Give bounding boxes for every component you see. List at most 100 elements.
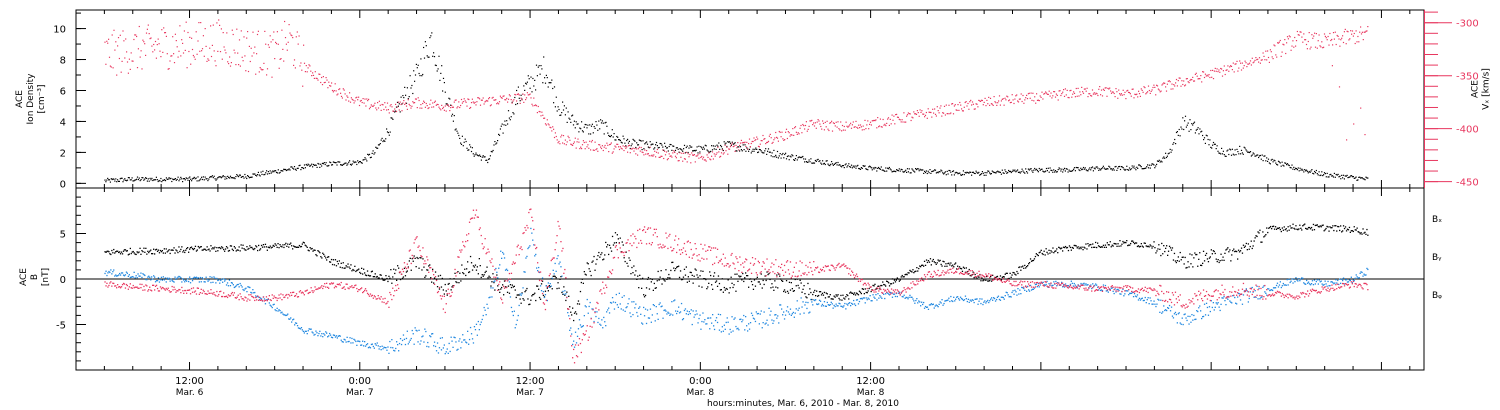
data-point: [423, 266, 425, 268]
data-point: [276, 246, 278, 248]
data-point: [242, 175, 244, 178]
data-point: [354, 161, 356, 163]
data-point: [917, 270, 919, 272]
data-point: [1239, 145, 1241, 147]
data-point: [618, 292, 620, 294]
data-point: [148, 180, 150, 182]
data-point: [896, 113, 898, 115]
data-point: [177, 251, 179, 254]
data-point: [596, 124, 598, 126]
data-point: [727, 279, 729, 281]
data-point: [513, 310, 515, 312]
data-point: [739, 144, 741, 147]
data-point: [713, 153, 715, 155]
data-point: [375, 276, 377, 278]
data-point: [1126, 240, 1128, 242]
data-point: [584, 273, 586, 275]
data-point: [569, 118, 571, 120]
data-point: [576, 335, 579, 337]
y-tick-label: -5: [56, 321, 66, 332]
data-point: [1311, 169, 1313, 171]
data-point: [762, 152, 764, 154]
data-point: [433, 101, 436, 103]
data-point: [703, 159, 705, 161]
data-point: [485, 270, 487, 272]
data-point: [1330, 227, 1332, 229]
data-point: [253, 292, 255, 294]
data-point: [217, 50, 219, 52]
data-point: [370, 343, 373, 346]
data-point: [603, 133, 605, 135]
data-point: [988, 96, 990, 98]
data-point: [542, 294, 545, 296]
data-point: [117, 275, 119, 277]
data-point: [1195, 254, 1197, 256]
data-point: [1298, 34, 1300, 36]
data-point: [1017, 169, 1019, 171]
data-point: [1312, 172, 1314, 174]
data-point: [1272, 225, 1275, 227]
data-point: [400, 343, 403, 346]
data-point: [191, 178, 194, 180]
data-point: [386, 128, 388, 130]
data-point: [602, 327, 604, 329]
data-point: [1207, 261, 1210, 263]
data-point: [1210, 249, 1212, 251]
data-point: [1212, 78, 1215, 80]
data-point: [1366, 177, 1368, 179]
data-point: [891, 114, 893, 116]
data-point: [1326, 172, 1328, 174]
data-point: [1028, 92, 1030, 94]
data-point: [993, 171, 995, 174]
data-point: [603, 258, 605, 260]
data-point: [581, 144, 584, 146]
data-point: [582, 282, 584, 284]
data-point: [1001, 276, 1003, 278]
data-point: [551, 130, 553, 132]
data-point: [709, 271, 711, 273]
data-point: [674, 299, 676, 301]
data-point: [1307, 40, 1309, 43]
data-point: [797, 132, 799, 134]
data-point: [1138, 164, 1140, 166]
data-point: [553, 128, 555, 130]
data-point: [364, 272, 366, 274]
data-point: [590, 141, 593, 143]
data-point: [1226, 69, 1228, 71]
data-point: [159, 180, 161, 182]
data-point: [509, 284, 512, 286]
data-point: [933, 261, 935, 263]
data-point: [909, 269, 911, 272]
data-point: [1057, 99, 1059, 101]
data-point: [208, 178, 210, 180]
data-point: [951, 265, 953, 267]
data-point: [1212, 141, 1215, 144]
data-point: [406, 87, 408, 89]
data-point: [1078, 248, 1080, 250]
data-point: [1071, 96, 1073, 98]
data-point: [851, 167, 853, 169]
data-point: [1050, 169, 1052, 171]
data-point: [1183, 80, 1185, 82]
data-point: [784, 153, 786, 156]
data-point: [1254, 59, 1256, 61]
data-point: [408, 341, 410, 343]
data-point: [176, 277, 178, 279]
data-point: [1360, 26, 1362, 28]
data-point: [1295, 168, 1298, 170]
data-point: [333, 334, 336, 336]
data-point: [1109, 241, 1111, 243]
data-point: [208, 59, 210, 61]
data-point: [317, 250, 319, 252]
data-point: [995, 172, 997, 174]
data-point: [464, 138, 466, 140]
data-point: [1339, 45, 1341, 47]
data-point: [856, 126, 858, 128]
data-point: [1217, 259, 1219, 261]
data-point: [339, 88, 341, 90]
data-point: [483, 274, 485, 276]
data-point: [1058, 246, 1060, 248]
data-point: [642, 140, 644, 142]
data-point: [288, 168, 290, 170]
data-point: [517, 93, 519, 95]
